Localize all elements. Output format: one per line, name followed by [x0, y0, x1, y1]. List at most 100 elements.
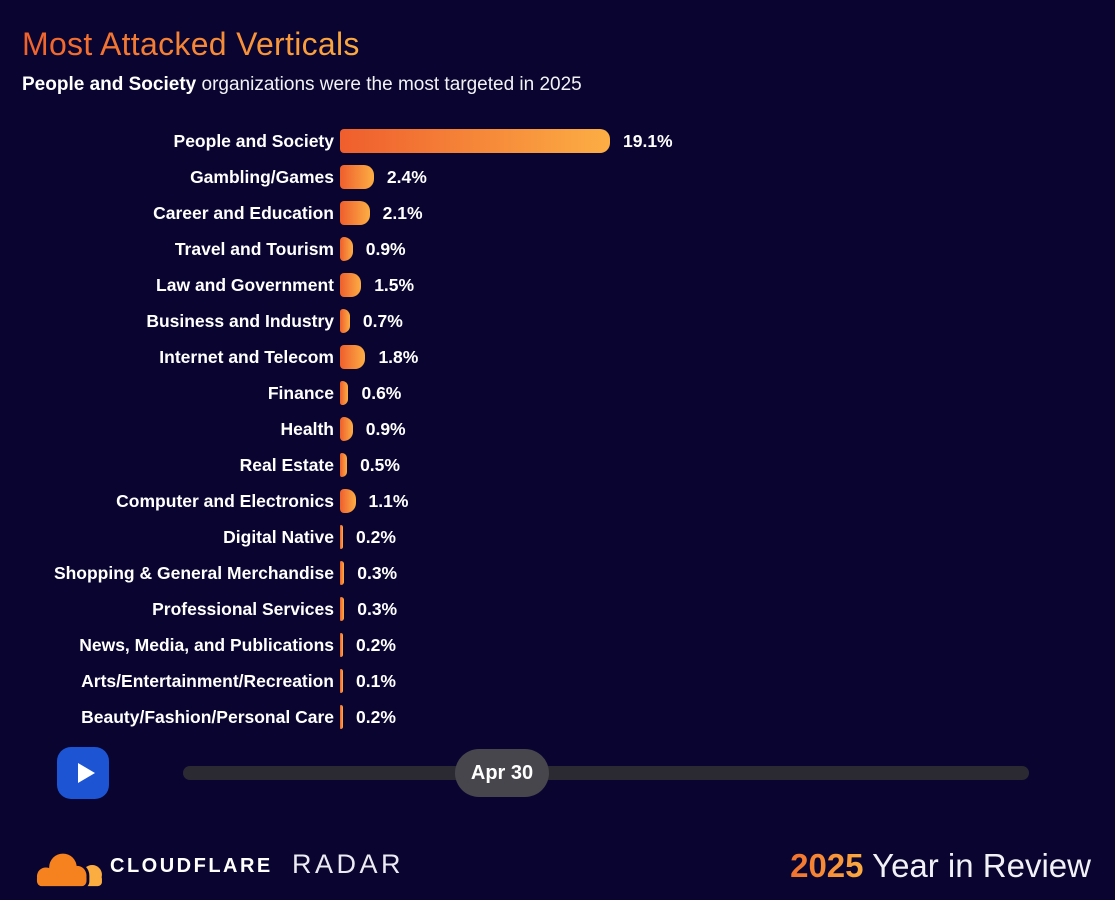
tagline-label: Year in Review [863, 847, 1091, 884]
category-label: Law and Government [156, 274, 334, 295]
bar [340, 669, 343, 693]
bar-chart: People and Society 19.1% Gambling/Games 2.4… [0, 123, 1115, 735]
footer: CLOUDFLARE RADAR 2025 Year in Review [0, 830, 1115, 900]
category-label: Finance [267, 382, 334, 403]
bar [340, 381, 349, 405]
bar-area: 0.3% [340, 561, 397, 585]
category-label: Shopping & General Merchandise [53, 562, 334, 583]
bar-area: 0.9% [340, 417, 406, 441]
chart-row: Gambling/Games 2.4% [0, 159, 1115, 195]
value-label: 1.5% [374, 274, 415, 295]
bar [340, 705, 343, 729]
subtitle-text: organizations were the most targeted in … [196, 74, 582, 95]
bar [340, 525, 343, 549]
year-in-review-label: 2025 Year in Review [790, 847, 1091, 885]
bar-area: 0.2% [340, 525, 396, 549]
category-label: Internet and Telecom [159, 346, 334, 367]
chart-row: Finance 0.6% [0, 375, 1115, 411]
category-label: Travel and Tourism [174, 238, 334, 259]
chart-row: Travel and Tourism 0.9% [0, 231, 1115, 267]
value-label: 0.2% [356, 526, 396, 547]
bar-area: 1.1% [340, 489, 408, 513]
bar [340, 345, 366, 369]
chart-row: People and Society 19.1% [0, 123, 1115, 159]
play-icon [77, 763, 95, 783]
value-label: 19.1% [623, 130, 673, 151]
value-label: 0.9% [365, 238, 406, 259]
bar [340, 597, 345, 621]
subtitle-highlight: People and Society [22, 74, 197, 95]
bar-area: 0.9% [340, 237, 406, 261]
bar-area: 1.5% [340, 273, 414, 297]
chart-row: Arts/Entertainment/Recreation 0.1% [0, 663, 1115, 699]
chart-row: Career and Education 2.1% [0, 195, 1115, 231]
value-label: 0.3% [357, 598, 398, 619]
slider-track[interactable] [183, 766, 1029, 780]
category-label: Computer and Electronics [116, 490, 334, 511]
bar-area: 2.1% [340, 201, 423, 225]
bar-area: 2.4% [340, 165, 427, 189]
category-label: Business and Industry [146, 310, 334, 331]
bar [340, 129, 610, 153]
chart-row: Law and Government 1.5% [0, 267, 1115, 303]
category-label: Digital Native [223, 526, 334, 547]
bar [340, 633, 343, 657]
chart-row: Shopping & General Merchandise 0.3% [0, 555, 1115, 591]
bar [340, 309, 350, 333]
bar-area: 0.5% [340, 453, 400, 477]
value-label: 1.8% [378, 346, 419, 367]
bar-area: 0.2% [340, 705, 396, 729]
page-title: Most Attacked Verticals [22, 26, 360, 62]
chart-row: Health 0.9% [0, 411, 1115, 447]
value-label: 0.6% [361, 382, 402, 403]
value-label: 0.3% [357, 562, 398, 583]
chart-row: Computer and Electronics 1.1% [0, 483, 1115, 519]
category-label: People and Society [173, 130, 334, 151]
chart-row: News, Media, and Publications 0.2% [0, 627, 1115, 663]
subtitle: People and Society organizations were th… [22, 74, 582, 96]
chart-row: Digital Native 0.2% [0, 519, 1115, 555]
category-label: Beauty/Fashion/Personal Care [81, 706, 334, 727]
value-label: 2.4% [386, 166, 427, 187]
product-wordmark: RADAR [292, 849, 405, 879]
bar [340, 489, 356, 513]
bar [340, 273, 362, 297]
chart-row: Beauty/Fashion/Personal Care 0.2% [0, 699, 1115, 735]
bar-area: 0.1% [340, 669, 396, 693]
value-label: 0.2% [356, 634, 396, 655]
category-label: Health [280, 418, 334, 439]
bar [340, 165, 374, 189]
timeline-player: Apr 30 [0, 747, 1115, 799]
bar-area: 0.3% [340, 597, 397, 621]
cloudflare-logo-icon [34, 850, 102, 889]
chart-row: Real Estate 0.5% [0, 447, 1115, 483]
chart-row: Professional Services 0.3% [0, 591, 1115, 627]
bar [340, 237, 353, 261]
category-label: Real Estate [239, 454, 334, 475]
bar-area: 1.8% [340, 345, 418, 369]
bar [340, 417, 353, 441]
brand-wordmark: CLOUDFLARE [110, 855, 273, 877]
category-label: Career and Education [153, 202, 334, 223]
slider-thumb[interactable]: Apr 30 [455, 749, 549, 797]
chart-row: Internet and Telecom 1.8% [0, 339, 1115, 375]
category-label: News, Media, and Publications [79, 634, 334, 655]
value-label: 0.5% [360, 454, 400, 475]
category-label: Gambling/Games [190, 166, 334, 187]
value-label: 0.9% [365, 418, 406, 439]
bar [340, 561, 345, 585]
category-label: Arts/Entertainment/Recreation [81, 670, 334, 691]
value-label: 0.1% [356, 670, 396, 691]
bar [340, 201, 370, 225]
chart-row: Business and Industry 0.7% [0, 303, 1115, 339]
bar-area: 0.7% [340, 309, 403, 333]
bar-area: 0.2% [340, 633, 396, 657]
year-label: 2025 [790, 847, 864, 884]
category-label: Professional Services [152, 598, 334, 619]
timeline-slider: Apr 30 [183, 747, 1029, 799]
bar-area: 19.1% [340, 129, 673, 153]
value-label: 2.1% [382, 202, 423, 223]
play-button[interactable] [57, 747, 109, 799]
bar-area: 0.6% [340, 381, 401, 405]
